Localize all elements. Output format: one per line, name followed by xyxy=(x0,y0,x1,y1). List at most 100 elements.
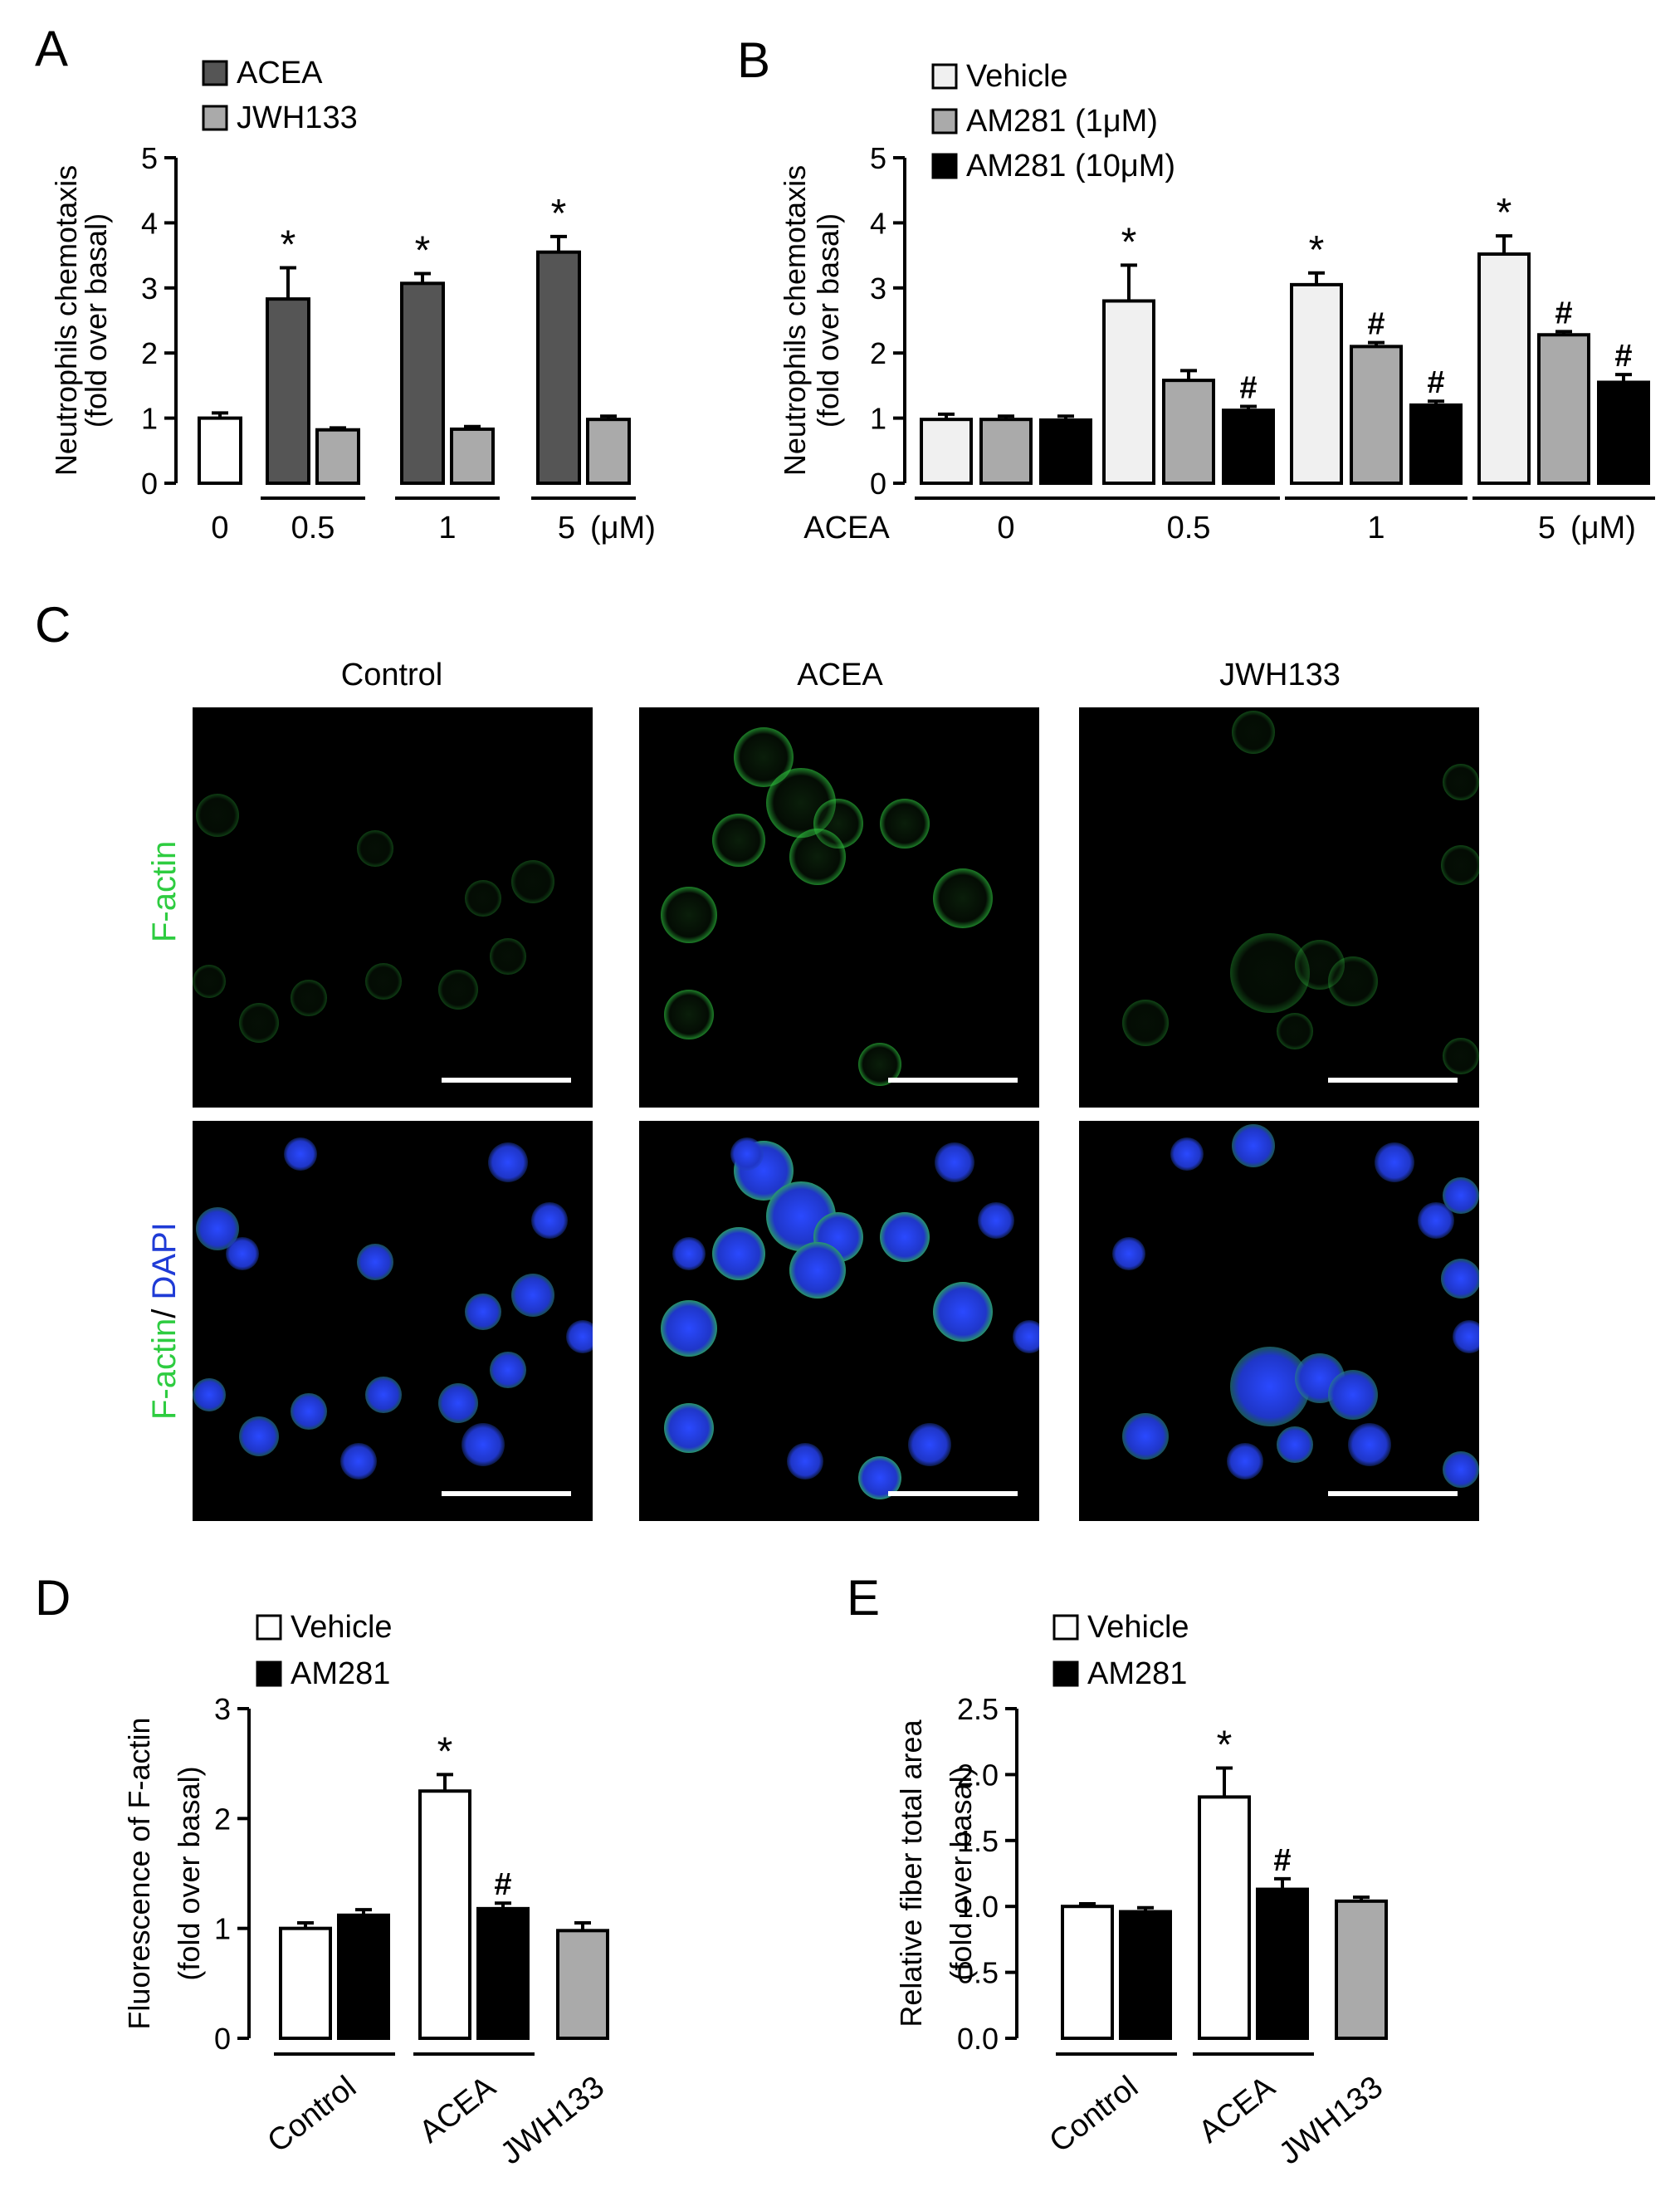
chart-b-significance-mark: * xyxy=(1497,191,1512,235)
chart-d-bar xyxy=(556,1929,609,2040)
cell xyxy=(935,1142,974,1182)
chart-e-legend-label: AM281 xyxy=(1087,1656,1187,1691)
chart-b-category-label: 0.5 xyxy=(1167,511,1211,545)
chart-a-ytick-label: 4 xyxy=(141,206,158,240)
chart-a-unit-label: (μM) xyxy=(590,511,656,545)
cell xyxy=(1443,1451,1479,1488)
cell xyxy=(438,970,478,1010)
cell xyxy=(1227,1443,1263,1480)
chart-a-bar xyxy=(400,281,445,486)
chart-a-ytick-label: 5 xyxy=(141,141,158,175)
chart-b-category-label: 5 xyxy=(1538,511,1555,545)
scale-bar xyxy=(442,1078,571,1083)
row2-factin-text: F-actin xyxy=(146,1318,183,1420)
chart-a-legend-swatch xyxy=(202,60,228,86)
chart-b-unit-label: (μM) xyxy=(1570,511,1636,545)
cell xyxy=(664,990,714,1039)
chart-b-legend-swatch xyxy=(931,153,958,179)
cell xyxy=(1112,1237,1145,1270)
cell xyxy=(365,1377,402,1413)
chart-d-category-label: JWH133 xyxy=(494,2070,611,2172)
cell xyxy=(490,938,526,975)
chart-d-bar xyxy=(418,1789,471,2040)
cell xyxy=(1122,1413,1169,1460)
cell xyxy=(196,794,239,837)
chart-b-bar xyxy=(1102,299,1155,486)
chart-d-category-label: Control xyxy=(261,2070,363,2160)
chart-e-ytick-label: 1.0 xyxy=(957,1890,999,1924)
chart-b-significance-mark: * xyxy=(1121,220,1137,264)
chart-a-ytick-label: 0 xyxy=(141,467,158,501)
chart-b-significance-mark: # xyxy=(1239,370,1257,405)
chart-b-bar xyxy=(1350,345,1403,485)
chart-a-category-label: 5 xyxy=(558,511,575,545)
chart-b-ylabel: Neutrophils chemotaxis xyxy=(778,165,812,476)
cell xyxy=(730,1137,764,1171)
cell xyxy=(357,830,393,867)
chart-b-ytick-label: 1 xyxy=(870,402,886,436)
cell xyxy=(712,814,765,867)
cell xyxy=(340,1443,377,1480)
chart-d-legend-swatch xyxy=(256,1661,282,1687)
scale-bar xyxy=(888,1078,1018,1083)
cell xyxy=(1232,1124,1275,1167)
row2-dapi-text: DAPI xyxy=(146,1222,183,1300)
chart-d-significance-mark: # xyxy=(494,1867,511,1902)
chart-a-ylabel-sub: (fold over basal) xyxy=(79,213,113,428)
chart-e-bar xyxy=(1119,1910,1172,2040)
cell xyxy=(1170,1137,1204,1171)
chart-e-legend-label: Vehicle xyxy=(1087,1610,1189,1645)
chart-b-significance-mark: # xyxy=(1614,339,1632,374)
cell xyxy=(1418,1202,1454,1239)
chart-e-bar xyxy=(1256,1887,1309,2040)
panel-letter-e: E xyxy=(847,1570,881,1626)
chart-d-category-label: ACEA xyxy=(413,2069,503,2150)
chart-a-significance-mark: * xyxy=(551,192,567,236)
micro-col-title-jwh133: JWH133 xyxy=(1219,658,1341,692)
cell xyxy=(672,1237,706,1270)
chart-d-ylabel: Fluorescence of F-actin xyxy=(122,1717,156,2029)
cell xyxy=(978,1202,1014,1239)
cell xyxy=(239,1416,279,1456)
chart-a-ylabel: Neutrophils chemotaxis xyxy=(49,165,83,476)
chart-a-bar xyxy=(536,250,581,485)
chart-b-ytick-label: 4 xyxy=(870,206,886,240)
cell xyxy=(933,868,993,928)
chart-e-ytick-label: 0.5 xyxy=(957,1956,999,1990)
chart-e-category-label: JWH133 xyxy=(1272,2070,1389,2172)
cell xyxy=(1328,1370,1378,1420)
cell xyxy=(1348,1423,1391,1466)
chart-d-bar xyxy=(337,1913,390,2040)
cell xyxy=(1328,956,1378,1006)
cell xyxy=(357,1244,393,1280)
cell xyxy=(712,1227,765,1280)
cell xyxy=(789,829,846,885)
cell xyxy=(284,1137,317,1171)
cell xyxy=(511,1274,554,1317)
chart-b-bar xyxy=(1162,379,1215,485)
chart-a-bar xyxy=(586,418,631,485)
cell xyxy=(661,887,717,943)
cell xyxy=(933,1282,993,1342)
chart-b-legend-label: AM281 (1μM) xyxy=(966,104,1158,139)
panel-letter-d: D xyxy=(35,1570,71,1626)
cell xyxy=(664,1403,714,1453)
cell xyxy=(1277,1013,1313,1049)
cell xyxy=(465,880,501,917)
chart-a-legend-label: ACEA xyxy=(237,56,323,90)
chart-d-legend-label: AM281 xyxy=(291,1656,390,1691)
chart-b-bar xyxy=(1597,380,1650,486)
chart-e-category-label: Control xyxy=(1043,2070,1145,2160)
cell xyxy=(438,1383,478,1423)
cell xyxy=(193,965,226,998)
cell xyxy=(1443,764,1479,800)
chart-d-bar xyxy=(279,1926,332,2041)
micro-col-title-control: Control xyxy=(340,658,443,692)
chart-e-significance-mark: # xyxy=(1273,1843,1291,1878)
micro-image-acea-merge xyxy=(639,1121,1039,1521)
cell xyxy=(531,1202,568,1239)
chart-b-ytick-label: 0 xyxy=(870,467,886,501)
micro-row1-label: F-actin xyxy=(146,841,183,942)
chart-b-legend-swatch xyxy=(931,63,958,90)
chart-b-bar xyxy=(920,418,973,485)
